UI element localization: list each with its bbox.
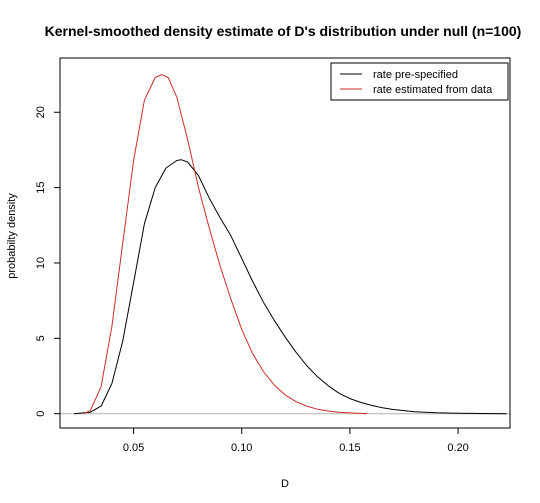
y-tick-label: 20 (35, 106, 47, 118)
legend-box (330, 62, 509, 101)
plot-frame (59, 57, 511, 429)
x-tick-label: 0.20 (447, 442, 468, 454)
series-line-rate-estimated (83, 74, 368, 415)
plot-area: 0.05 0.10 0.15 0.20 0 5 10 15 20 (35, 57, 511, 454)
y-tick-label: 10 (35, 257, 47, 269)
legend: rate pre-specified rate estimated from da… (330, 62, 509, 101)
chart-title: Kernel-smoothed density estimate of D's … (45, 23, 522, 39)
legend-entry: rate estimated from data (373, 84, 493, 96)
y-tick-label: 5 (35, 335, 47, 341)
x-tick-label: 0.15 (339, 442, 360, 454)
x-axis-label: D (281, 478, 289, 490)
x-tick-label: 0.05 (123, 442, 144, 454)
x-tick-label: 0.10 (231, 442, 252, 454)
y-axis-label: probabilty density (6, 193, 18, 279)
y-tick-label: 0 (35, 411, 47, 417)
y-tick-label: 15 (35, 181, 47, 193)
legend-entry: rate pre-specified (373, 69, 458, 81)
series-line-rate-pre-specified (74, 159, 507, 415)
